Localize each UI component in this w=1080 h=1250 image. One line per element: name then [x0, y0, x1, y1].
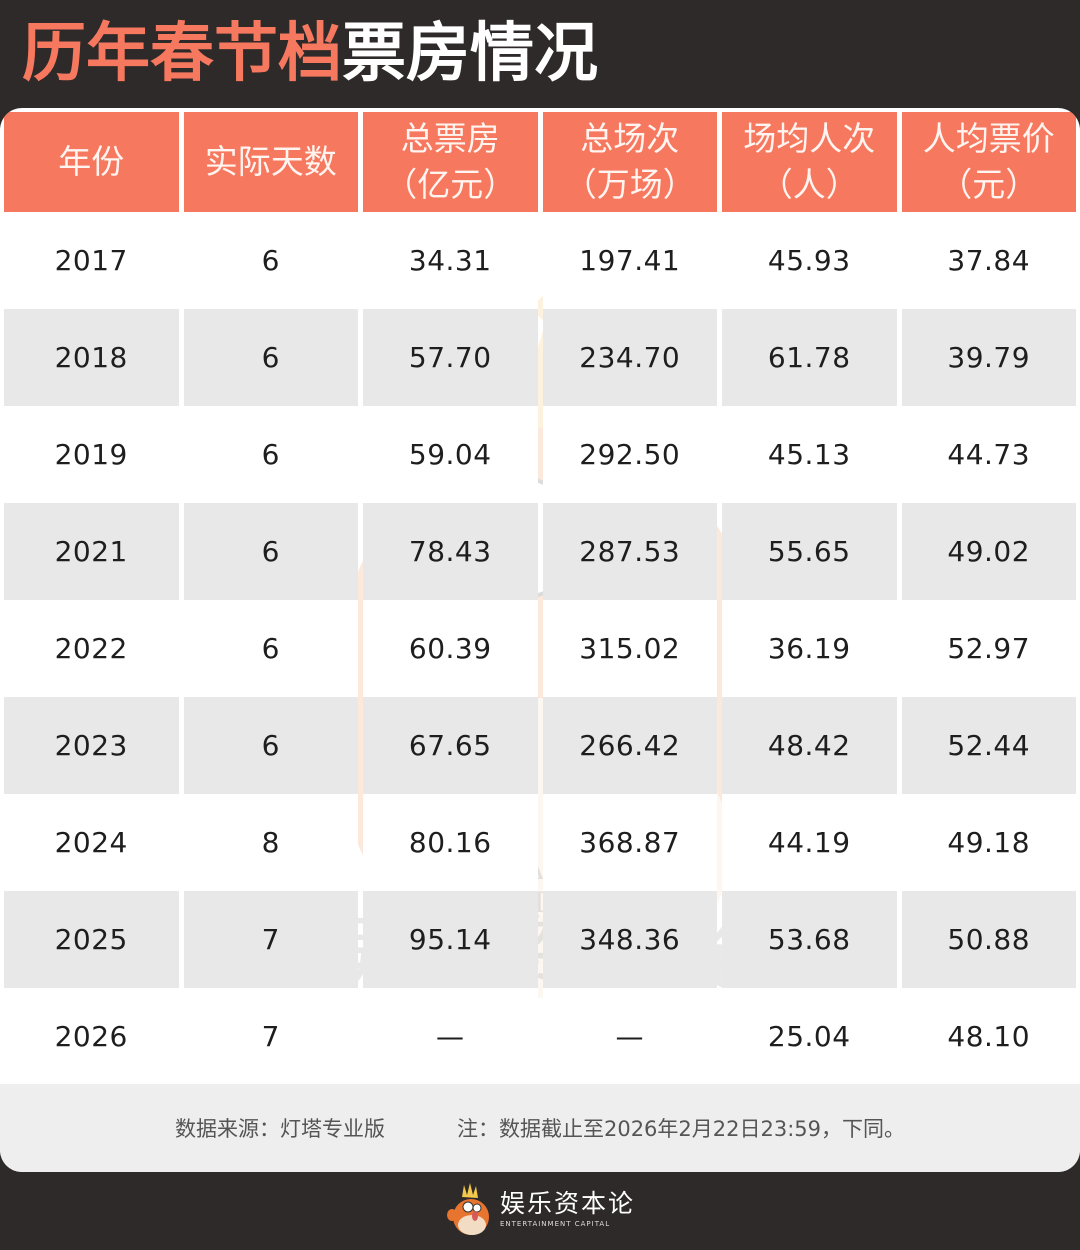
cell-screenings: 287.53: [542, 503, 717, 600]
title-rest: 票房情况: [342, 17, 598, 91]
cell-box-office: 59.04: [363, 406, 538, 503]
col-header-avg-attendance: 场均人次 （人）: [722, 112, 897, 212]
table-row: 2026 7 — — 25.04 48.10: [4, 988, 1076, 1085]
cell-box-office: 78.43: [363, 503, 538, 600]
box-office-table: 年份 实际天数 总票房 （亿元） 总场次 （万场） 场均人次 （人）: [0, 112, 1080, 1085]
cell-year: 2022: [4, 600, 179, 697]
cell-box-office: 80.16: [363, 794, 538, 891]
col-header-box-office: 总票房 （亿元）: [363, 112, 538, 212]
cell-year: 2023: [4, 697, 179, 794]
title-bar: 历年春节档票房情况: [0, 0, 1080, 108]
col-header-days: 实际天数: [183, 112, 358, 212]
cell-days: 6: [183, 503, 358, 600]
page-title: 历年春节档票房情况: [22, 14, 598, 94]
cell-days: 8: [183, 794, 358, 891]
crowned-fish-mascot-icon: [447, 1183, 489, 1235]
cell-avg-attendance: 25.04: [722, 988, 897, 1085]
cell-days: 6: [183, 406, 358, 503]
cell-box-office: 34.31: [363, 212, 538, 309]
title-accent: 历年春节档: [22, 17, 342, 91]
cell-avg-attendance: 55.65: [722, 503, 897, 600]
cell-avg-attendance: 45.93: [722, 212, 897, 309]
cell-screenings: —: [542, 988, 717, 1085]
col-header-year: 年份: [4, 112, 179, 212]
cell-days: 6: [183, 600, 358, 697]
cell-screenings: 266.42: [542, 697, 717, 794]
table-row: 2017 6 34.31 197.41 45.93 37.84: [4, 212, 1076, 309]
cell-box-office: 57.70: [363, 309, 538, 406]
cell-year: 2026: [4, 988, 179, 1085]
table-card: ENTERTAINMENT CAPITAL 娱乐资本论 年份 实际天数 总票房 …: [0, 108, 1080, 1172]
cell-avg-attendance: 44.19: [722, 794, 897, 891]
cell-avg-price: 49.02: [901, 503, 1076, 600]
table-row: 2021 6 78.43 287.53 55.65 49.02: [4, 503, 1076, 600]
cell-screenings: 348.36: [542, 891, 717, 988]
cell-box-office: 60.39: [363, 600, 538, 697]
cell-year: 2024: [4, 794, 179, 891]
cell-screenings: 315.02: [542, 600, 717, 697]
cell-screenings: 234.70: [542, 309, 717, 406]
footer-note: 数据来源：灯塔专业版 注：数据截止至2026年2月22日23:59，下同。: [0, 1084, 1080, 1172]
cell-screenings: 292.50: [542, 406, 717, 503]
data-cutoff-note: 注：数据截止至2026年2月22日23:59，下同。: [456, 1117, 906, 1141]
cell-avg-price: 52.44: [901, 697, 1076, 794]
cell-days: 6: [183, 309, 358, 406]
col-header-avg-price: 人均票价 （元）: [901, 112, 1076, 212]
cell-avg-price: 50.88: [901, 891, 1076, 988]
cell-avg-price: 37.84: [901, 212, 1076, 309]
table-row: 2025 7 95.14 348.36 53.68 50.88: [4, 891, 1076, 988]
data-source-text: 数据来源：灯塔专业版: [174, 1117, 385, 1141]
cell-avg-price: 52.97: [901, 600, 1076, 697]
cell-screenings: 368.87: [542, 794, 717, 891]
brand-logo: 娱乐资本论 ENTERTAINMENT CAPITAL: [446, 1180, 635, 1238]
cell-year: 2021: [4, 503, 179, 600]
brand-name-cn: 娱乐资本论: [500, 1189, 636, 1218]
header-row: 年份 实际天数 总票房 （亿元） 总场次 （万场） 场均人次 （人）: [4, 112, 1076, 212]
cell-days: 6: [183, 212, 358, 309]
cell-avg-attendance: 53.68: [722, 891, 897, 988]
cell-avg-price: 48.10: [901, 988, 1076, 1085]
cell-days: 7: [183, 988, 358, 1085]
cell-year: 2025: [4, 891, 179, 988]
cell-avg-attendance: 36.19: [722, 600, 897, 697]
cell-avg-price: 49.18: [901, 794, 1076, 891]
cell-avg-price: 44.73: [901, 406, 1076, 503]
cell-avg-price: 39.79: [901, 309, 1076, 406]
table-row: 2018 6 57.70 234.70 61.78 39.79: [4, 309, 1076, 406]
cell-screenings: 197.41: [542, 212, 717, 309]
table-row: 2019 6 59.04 292.50 45.13 44.73: [4, 406, 1076, 503]
cell-box-office: —: [363, 988, 538, 1085]
brand-name-en: ENTERTAINMENT CAPITAL: [500, 1220, 611, 1228]
cell-year: 2017: [4, 212, 179, 309]
cell-days: 6: [183, 697, 358, 794]
cell-year: 2019: [4, 406, 179, 503]
table-row: 2022 6 60.39 315.02 36.19 52.97: [4, 600, 1076, 697]
cell-days: 7: [183, 891, 358, 988]
table-row: 2023 6 67.65 266.42 48.42 52.44: [4, 697, 1076, 794]
cell-avg-attendance: 45.13: [722, 406, 897, 503]
cell-year: 2018: [4, 309, 179, 406]
cell-box-office: 95.14: [363, 891, 538, 988]
table-row: 2024 8 80.16 368.87 44.19 49.18: [4, 794, 1076, 891]
cell-avg-attendance: 48.42: [722, 697, 897, 794]
cell-box-office: 67.65: [363, 697, 538, 794]
col-header-screenings: 总场次 （万场）: [542, 112, 717, 212]
cell-avg-attendance: 61.78: [722, 309, 897, 406]
